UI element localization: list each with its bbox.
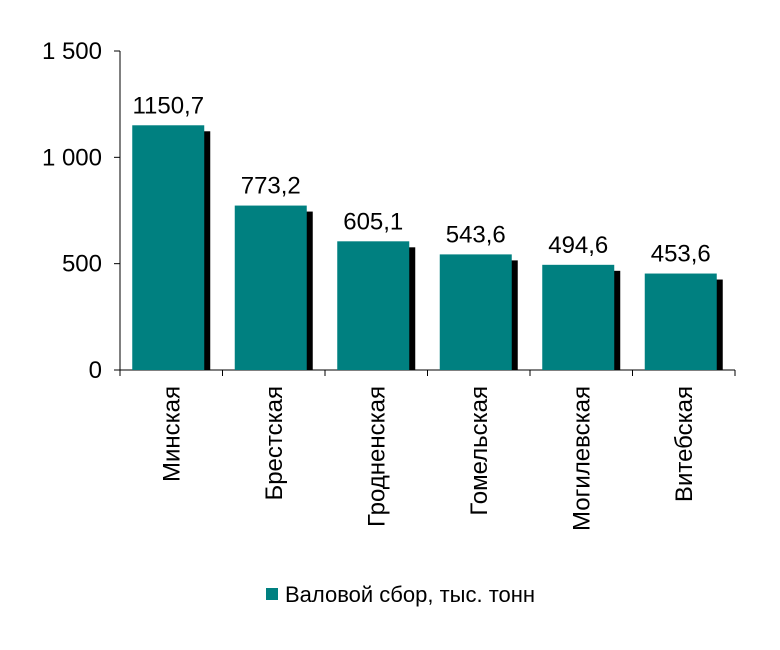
category-label: Могилевская (568, 386, 595, 531)
category-label: Гродненская (363, 386, 390, 527)
y-tick-label: 500 (62, 251, 102, 278)
data-label: 773,2 (241, 173, 301, 200)
bar (234, 205, 307, 370)
legend-label: Валовой сбор, тыс. тонн (285, 582, 535, 607)
legend-swatch (266, 588, 278, 600)
data-label: 1150,7 (132, 92, 204, 119)
bar (644, 273, 717, 370)
y-tick-label: 1 000 (42, 144, 102, 171)
bar (439, 254, 512, 370)
category-label: Гомельская (466, 386, 493, 516)
data-label: 543,6 (446, 221, 506, 248)
category-label: Брестская (261, 386, 288, 501)
y-tick-label: 0 (89, 357, 102, 384)
category-labels: Минская Брестская Гродненская Гомельская Мог… (158, 386, 698, 531)
data-label: 605,1 (343, 208, 403, 235)
y-tick-label: 1 500 (42, 38, 102, 65)
bars (132, 125, 723, 370)
category-label: Витебская (671, 386, 698, 502)
bar (542, 264, 615, 370)
bar (132, 125, 205, 370)
data-label: 494,6 (548, 232, 608, 259)
x-axis (119, 369, 736, 376)
data-label: 453,6 (651, 241, 711, 268)
y-axis: 0 500 1 000 1 500 (42, 38, 121, 384)
legend: Валовой сбор, тыс. тонн (266, 582, 535, 607)
category-label: Минская (158, 386, 185, 482)
bar (337, 241, 410, 370)
data-labels: 1150,7 773,2 605,1 543,6 494,6 453,6 (132, 92, 710, 267)
